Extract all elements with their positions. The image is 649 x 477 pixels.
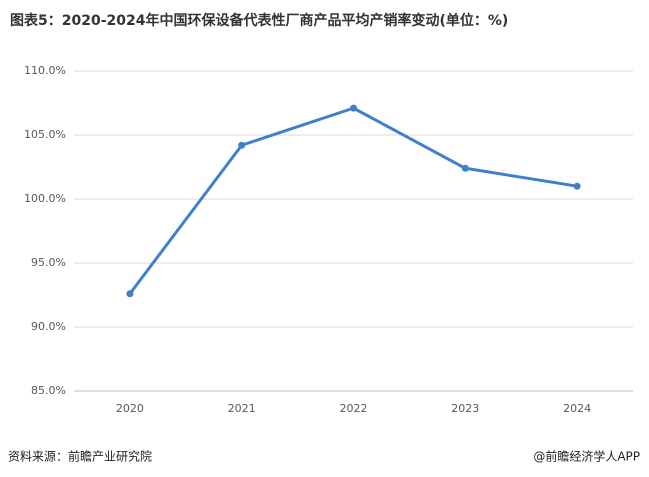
x-tick-label: 2024 (563, 402, 591, 415)
x-tick-label: 2023 (451, 402, 479, 415)
data-point (238, 141, 246, 149)
y-tick-label: 100.0% (24, 192, 66, 205)
source: 资料来源：前瞻产业研究院 (8, 449, 152, 464)
y-tick-label: 85.0% (31, 384, 66, 397)
y-tick-label: 90.0% (31, 320, 66, 333)
data-point (461, 164, 469, 172)
x-tick-label: 2021 (228, 402, 256, 415)
y-tick-label: 95.0% (31, 256, 66, 269)
y-tick-label: 110.0% (24, 64, 66, 77)
data-point (126, 290, 134, 298)
data-point (573, 182, 581, 190)
chart-title: 图表5：2020-2024年中国环保设备代表性厂商产品平均产销率变动(单位：%) (10, 12, 508, 29)
x-tick-label: 2022 (340, 402, 368, 415)
y-tick-label: 105.0% (24, 128, 66, 141)
credit: @前瞻经济学人APP (533, 449, 640, 464)
data-point (350, 104, 357, 112)
x-tick-label: 2020 (116, 402, 144, 415)
series-line (128, 106, 578, 295)
